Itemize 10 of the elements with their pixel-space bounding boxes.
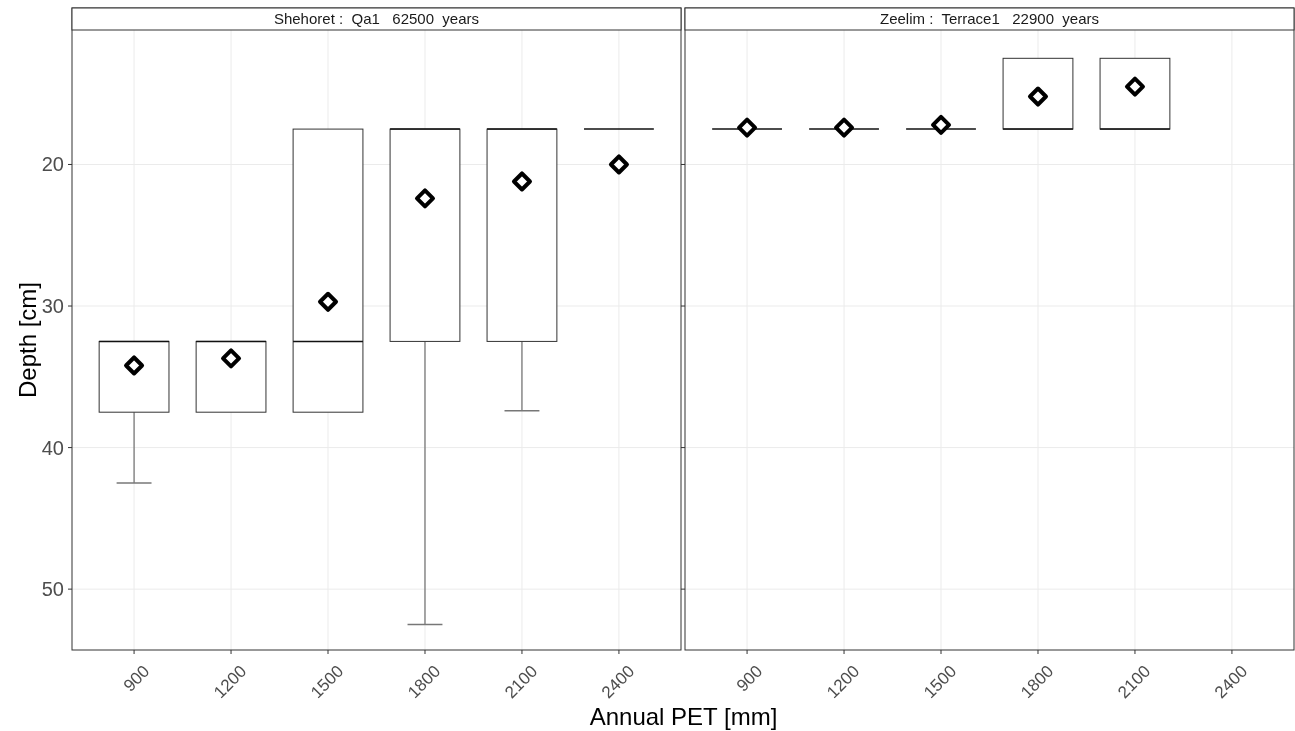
y-tick-label: 20 <box>41 153 64 176</box>
y-tick-label: 30 <box>41 295 64 318</box>
y-tick-label: 40 <box>41 436 64 459</box>
x-tick-label: 900 <box>732 661 767 696</box>
x-axis-title: Annual PET [mm] <box>589 703 778 730</box>
chart-title: Zeelim : Terrace1 22900 years <box>880 10 1099 27</box>
chart-title: Shehoret : Qa1 62500 years <box>273 10 480 27</box>
x-tick-label: 900 <box>119 661 154 696</box>
y-tick-label: 50 <box>41 578 64 601</box>
y-axis-title: Depth [cm] <box>14 281 41 399</box>
